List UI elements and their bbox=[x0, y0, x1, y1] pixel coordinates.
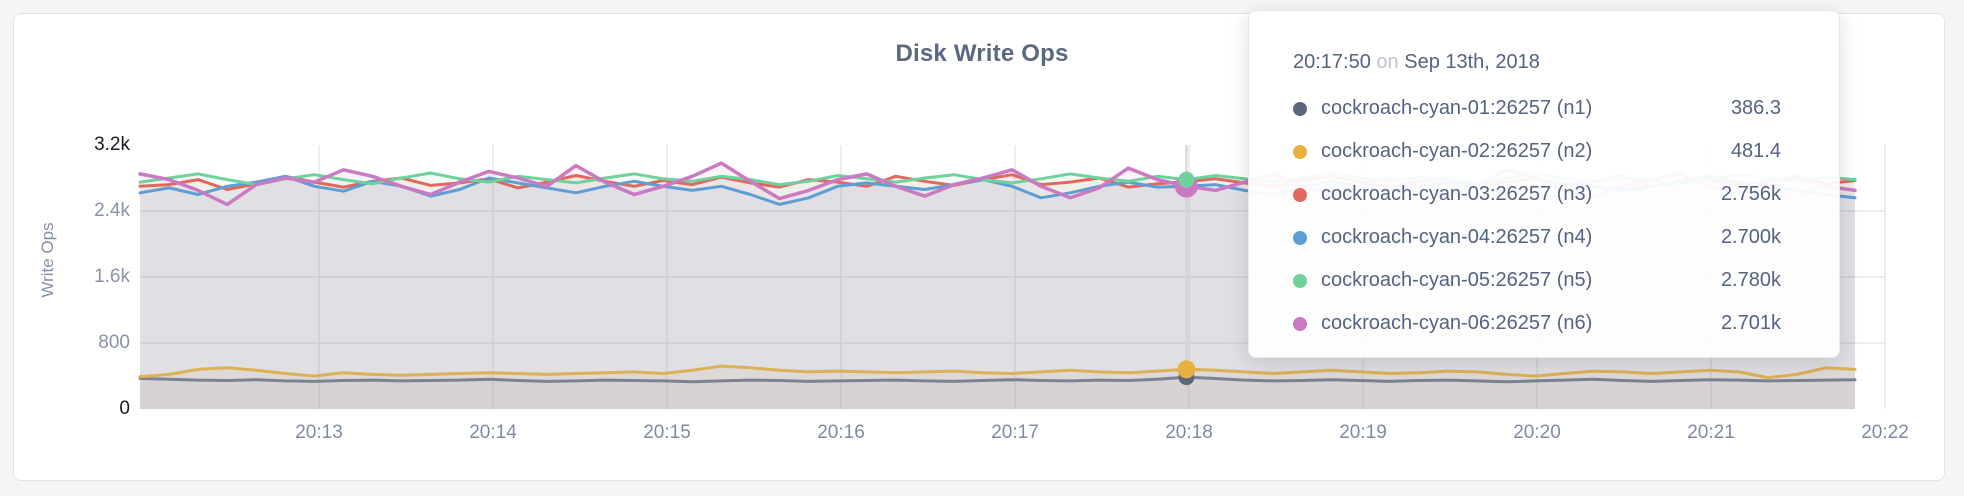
tooltip-row-n5: cockroach-cyan-05:26257 (n5) 2.780k bbox=[1293, 259, 1781, 302]
tooltip-time: 20:17:50 bbox=[1293, 51, 1371, 73]
x-tick-label: 20:21 bbox=[1687, 422, 1735, 443]
series-name: cockroach-cyan-01:26257 (n1) bbox=[1321, 97, 1593, 119]
tooltip-row-n2: cockroach-cyan-02:26257 (n2) 481.4 bbox=[1293, 130, 1781, 173]
series-name: cockroach-cyan-03:26257 (n3) bbox=[1321, 183, 1593, 205]
x-tick-label: 20:15 bbox=[643, 422, 691, 443]
tooltip-header: 20:17:50 on Sep 13th, 2018 bbox=[1293, 51, 1781, 79]
x-tick-label: 20:19 bbox=[1339, 422, 1387, 443]
tooltip-row-n1: cockroach-cyan-01:26257 (n1) 386.3 bbox=[1293, 87, 1781, 130]
hover-dot-n2 bbox=[1177, 360, 1196, 379]
tooltip-row-n4: cockroach-cyan-04:26257 (n4) 2.700k bbox=[1293, 216, 1781, 259]
series-dot-n1-icon bbox=[1293, 101, 1307, 116]
area-n1 bbox=[140, 377, 1855, 409]
series-dot-n4-icon bbox=[1293, 230, 1307, 245]
x-tick-label: 20:14 bbox=[469, 422, 517, 443]
x-tick-label: 20:22 bbox=[1861, 422, 1909, 443]
series-value: 481.4 bbox=[1730, 140, 1781, 162]
y-tick-label: 2.4k bbox=[94, 200, 130, 221]
series-dot-n2-icon bbox=[1293, 144, 1307, 159]
series-dot-n5-icon bbox=[1293, 273, 1307, 288]
series-value: 2.756k bbox=[1720, 183, 1781, 205]
tooltip-on-word: on bbox=[1376, 51, 1399, 73]
series-dot-n6-icon bbox=[1293, 316, 1307, 331]
hover-dot-n5 bbox=[1178, 171, 1195, 188]
tooltip-row-n3: cockroach-cyan-03:26257 (n3) 2.756k bbox=[1293, 173, 1781, 216]
series-value: 386.3 bbox=[1730, 97, 1781, 119]
line-n2 bbox=[138, 364, 1857, 380]
series-value: 2.780k bbox=[1720, 269, 1781, 291]
series-name: cockroach-cyan-02:26257 (n2) bbox=[1321, 140, 1593, 162]
y-tick-label: 1.6k bbox=[94, 266, 130, 287]
chart-title: Disk Write Ops bbox=[895, 40, 1069, 67]
series-value: 2.701k bbox=[1720, 312, 1781, 334]
x-tick-label: 20:18 bbox=[1165, 422, 1213, 443]
x-tick-label: 20:17 bbox=[991, 422, 1039, 443]
series-value: 2.700k bbox=[1720, 226, 1781, 248]
y-tick-label: 3.2k bbox=[94, 134, 130, 155]
series-name: cockroach-cyan-06:26257 (n6) bbox=[1321, 312, 1593, 334]
x-tick-label: 20:20 bbox=[1513, 422, 1561, 443]
y-tick-label: 800 bbox=[98, 332, 130, 353]
series-dot-n3-icon bbox=[1293, 187, 1307, 202]
x-tick-label: 20:16 bbox=[817, 422, 865, 443]
hover-tooltip: 20:17:50 on Sep 13th, 2018 cockroach-cya… bbox=[1248, 10, 1840, 358]
x-tick-label: 20:13 bbox=[295, 422, 343, 443]
series-name: cockroach-cyan-05:26257 (n5) bbox=[1321, 269, 1593, 291]
line-n1 bbox=[138, 375, 1857, 384]
y-tick-label: 0 bbox=[119, 398, 130, 419]
area-n2 bbox=[140, 366, 1855, 409]
series-name: cockroach-cyan-04:26257 (n4) bbox=[1321, 226, 1593, 248]
tooltip-row-n6: cockroach-cyan-06:26257 (n6) 2.701k bbox=[1293, 302, 1781, 345]
tooltip-date: Sep 13th, 2018 bbox=[1404, 51, 1540, 73]
